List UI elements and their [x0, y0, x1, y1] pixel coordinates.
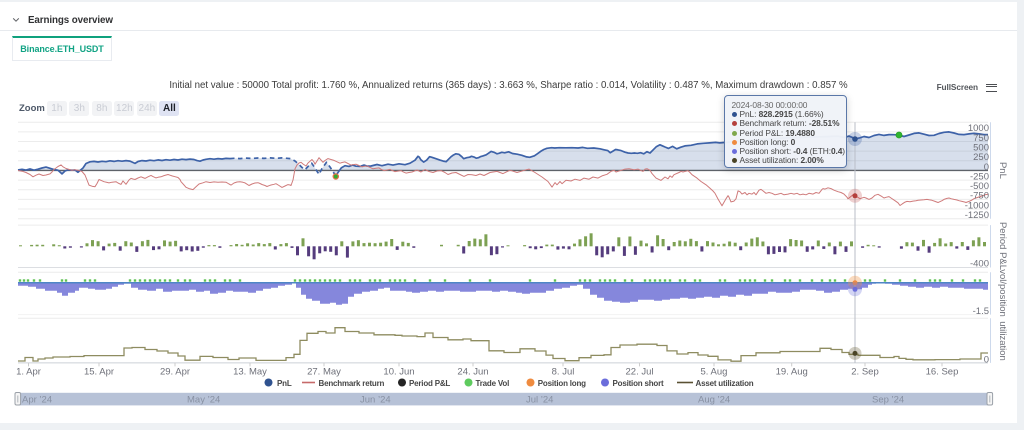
svg-text:0: 0	[984, 354, 989, 365]
svg-text:Position long: Position long	[538, 379, 586, 388]
svg-text:29. Apr: 29. Apr	[160, 367, 190, 378]
svg-text:15. Apr: 15. Apr	[84, 367, 114, 378]
svg-text:5. Aug: 5. Aug	[701, 367, 728, 378]
svg-text:-1000: -1000	[965, 200, 989, 211]
svg-text:Period P&L: Period P&L	[409, 379, 450, 388]
svg-text:250: 250	[973, 152, 989, 163]
svg-text:Position short: Position short	[613, 379, 665, 388]
svg-text:Jul ’24: Jul ’24	[526, 394, 553, 405]
svg-text:Benchmark return: Benchmark return	[319, 379, 385, 388]
svg-text:27. May: 27. May	[307, 367, 341, 378]
svg-text:vol/position: vol/position	[997, 269, 1008, 317]
svg-text:1000: 1000	[968, 123, 989, 134]
svg-text:Trade Vol: Trade Vol	[476, 379, 510, 388]
svg-text:10. Jun: 10. Jun	[383, 367, 414, 378]
svg-text:Period P&L: Period P&L	[997, 222, 1008, 270]
svg-text:-250: -250	[970, 171, 989, 182]
svg-text:13. May: 13. May	[233, 367, 267, 378]
svg-text:-500: -500	[970, 181, 989, 192]
svg-text:May ’24: May ’24	[187, 394, 220, 405]
svg-text:-1.5: -1.5	[973, 306, 989, 317]
svg-text:PnL: PnL	[277, 379, 292, 388]
svg-text:1. Apr: 1. Apr	[16, 367, 41, 378]
svg-text:2. Sep: 2. Sep	[851, 367, 878, 378]
svg-text:24. Jun: 24. Jun	[457, 367, 488, 378]
svg-text:750: 750	[973, 133, 989, 144]
svg-text:Aug ’24: Aug ’24	[698, 394, 730, 405]
svg-text:Sep ’24: Sep ’24	[872, 394, 904, 405]
svg-text:500: 500	[973, 143, 989, 154]
svg-text:16. Sep: 16. Sep	[926, 367, 959, 378]
svg-text:-400: -400	[970, 258, 989, 269]
svg-text:utilization: utilization	[997, 321, 1008, 361]
svg-text:8. Jul: 8. Jul	[552, 367, 575, 378]
svg-text:22. Jul: 22. Jul	[626, 367, 654, 378]
svg-text:Jun ’24: Jun ’24	[360, 394, 391, 405]
svg-text:Asset utilization: Asset utilization	[696, 379, 754, 388]
svg-text:-1250: -1250	[965, 210, 989, 221]
svg-text:Apr ’24: Apr ’24	[22, 394, 52, 405]
svg-text:PnL: PnL	[997, 162, 1008, 179]
svg-text:19. Aug: 19. Aug	[776, 367, 808, 378]
svg-text:-750: -750	[970, 191, 989, 202]
svg-text:0: 0	[984, 162, 989, 173]
